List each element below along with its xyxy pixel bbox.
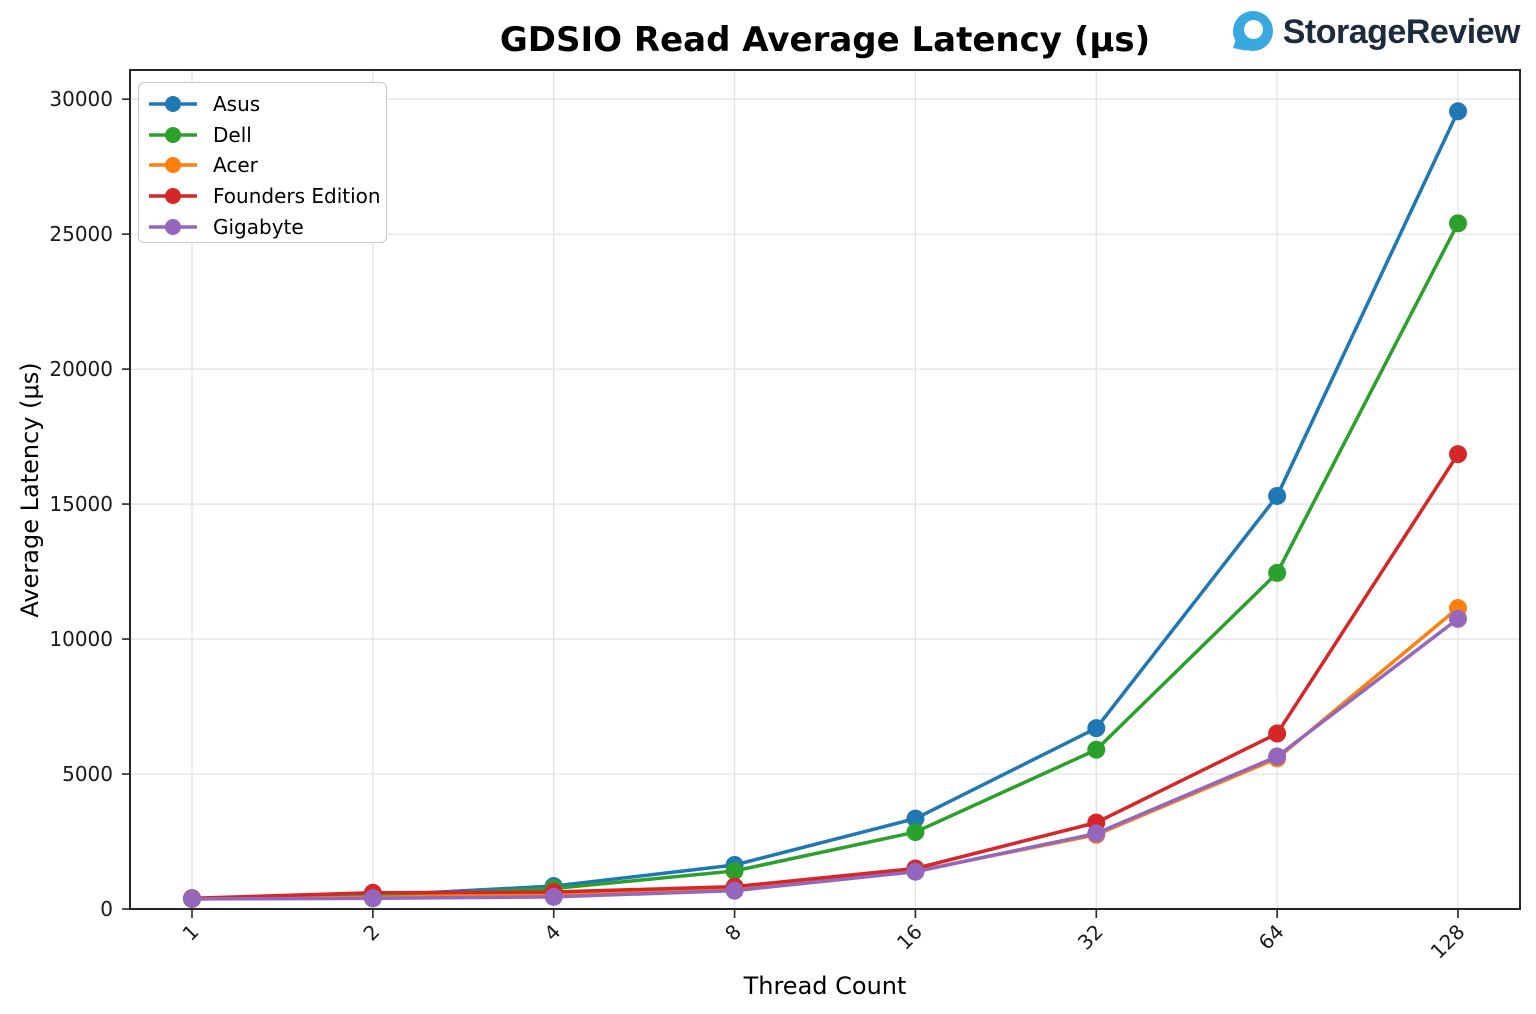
point-gigabyte-2 xyxy=(363,889,382,908)
legend-label-asus: Asus xyxy=(213,92,261,117)
legend: Asus Dell Acer Founders Edition Gigabyte xyxy=(138,82,387,243)
x-tick-label-4: 4 xyxy=(539,920,565,946)
legend-marker-asus xyxy=(149,96,197,113)
x-tick-label-128: 128 xyxy=(1426,920,1470,964)
point-gigabyte-128 xyxy=(1449,609,1467,628)
series-line-gigabyte xyxy=(190,617,1460,901)
legend-label-founders-edition: Founders Edition xyxy=(213,184,381,209)
y-tick-label-0: 0 xyxy=(100,897,113,921)
point-asus-16 xyxy=(906,809,925,828)
point-gigabyte-8 xyxy=(725,881,744,900)
point-dell-128 xyxy=(1449,214,1467,233)
x-tick-label-64: 64 xyxy=(1254,920,1289,955)
legend-item-gigabyte: Gigabyte xyxy=(147,211,386,242)
point-gigabyte-16 xyxy=(906,862,925,881)
y-tick-label-15000: 15000 xyxy=(49,492,113,516)
point-dell-64 xyxy=(1268,563,1287,582)
legend-marker-dell xyxy=(149,126,197,143)
legend-item-dell: Dell xyxy=(147,120,386,151)
y-tick-label-20000: 20000 xyxy=(49,357,113,381)
series-line-acer xyxy=(190,606,1460,901)
point-dell-16 xyxy=(906,823,925,842)
point-gigabyte-32 xyxy=(1087,824,1106,843)
point-asus-64 xyxy=(1268,486,1287,505)
x-tick-label-1: 1 xyxy=(178,920,204,946)
point-dell-32 xyxy=(1087,740,1106,759)
point-founders-edition-64 xyxy=(1268,724,1287,743)
legend-marker-gigabyte xyxy=(149,218,197,235)
chart-title: GDSIO Read Average Latency (μs) xyxy=(499,20,1151,60)
y-tick-label-5000: 5000 xyxy=(62,762,113,786)
x-tick-label-8: 8 xyxy=(720,920,746,946)
point-founders-edition-128 xyxy=(1449,445,1467,464)
point-asus-128 xyxy=(1449,102,1467,121)
legend-label-acer: Acer xyxy=(213,153,258,178)
y-tick-label-25000: 25000 xyxy=(49,222,113,246)
point-dell-8 xyxy=(725,861,744,880)
storagereview-logo-text: StorageReview xyxy=(1282,12,1521,51)
series-line-founders-edition xyxy=(190,452,1460,900)
x-tick-label-16: 16 xyxy=(892,920,927,955)
y-tick-label-10000: 10000 xyxy=(49,627,113,651)
y-tick-label-30000: 30000 xyxy=(49,87,113,111)
legend-item-founders-edition: Founders Edition xyxy=(147,181,386,212)
x-tick-label-32: 32 xyxy=(1073,920,1108,955)
x-axis-title: Thread Count xyxy=(743,972,907,1000)
legend-item-acer: Acer xyxy=(147,150,386,181)
legend-label-dell: Dell xyxy=(213,122,252,147)
legend-marker-founders-edition xyxy=(149,188,197,205)
point-gigabyte-4 xyxy=(544,887,563,906)
point-asus-32 xyxy=(1087,719,1106,738)
x-tick-label-2: 2 xyxy=(358,920,384,946)
point-gigabyte-64 xyxy=(1268,747,1287,766)
y-axis-title: Average Latency (μs) xyxy=(16,362,44,618)
storagereview-pin-icon xyxy=(1232,11,1273,51)
legend-marker-acer xyxy=(149,157,197,174)
point-gigabyte-1 xyxy=(183,889,201,908)
legend-label-gigabyte: Gigabyte xyxy=(213,214,304,239)
legend-item-asus: Asus xyxy=(147,89,386,120)
series-line-dell xyxy=(190,221,1460,901)
plot-frame xyxy=(129,69,1521,910)
storagereview-logo: StorageReview xyxy=(1230,10,1521,54)
